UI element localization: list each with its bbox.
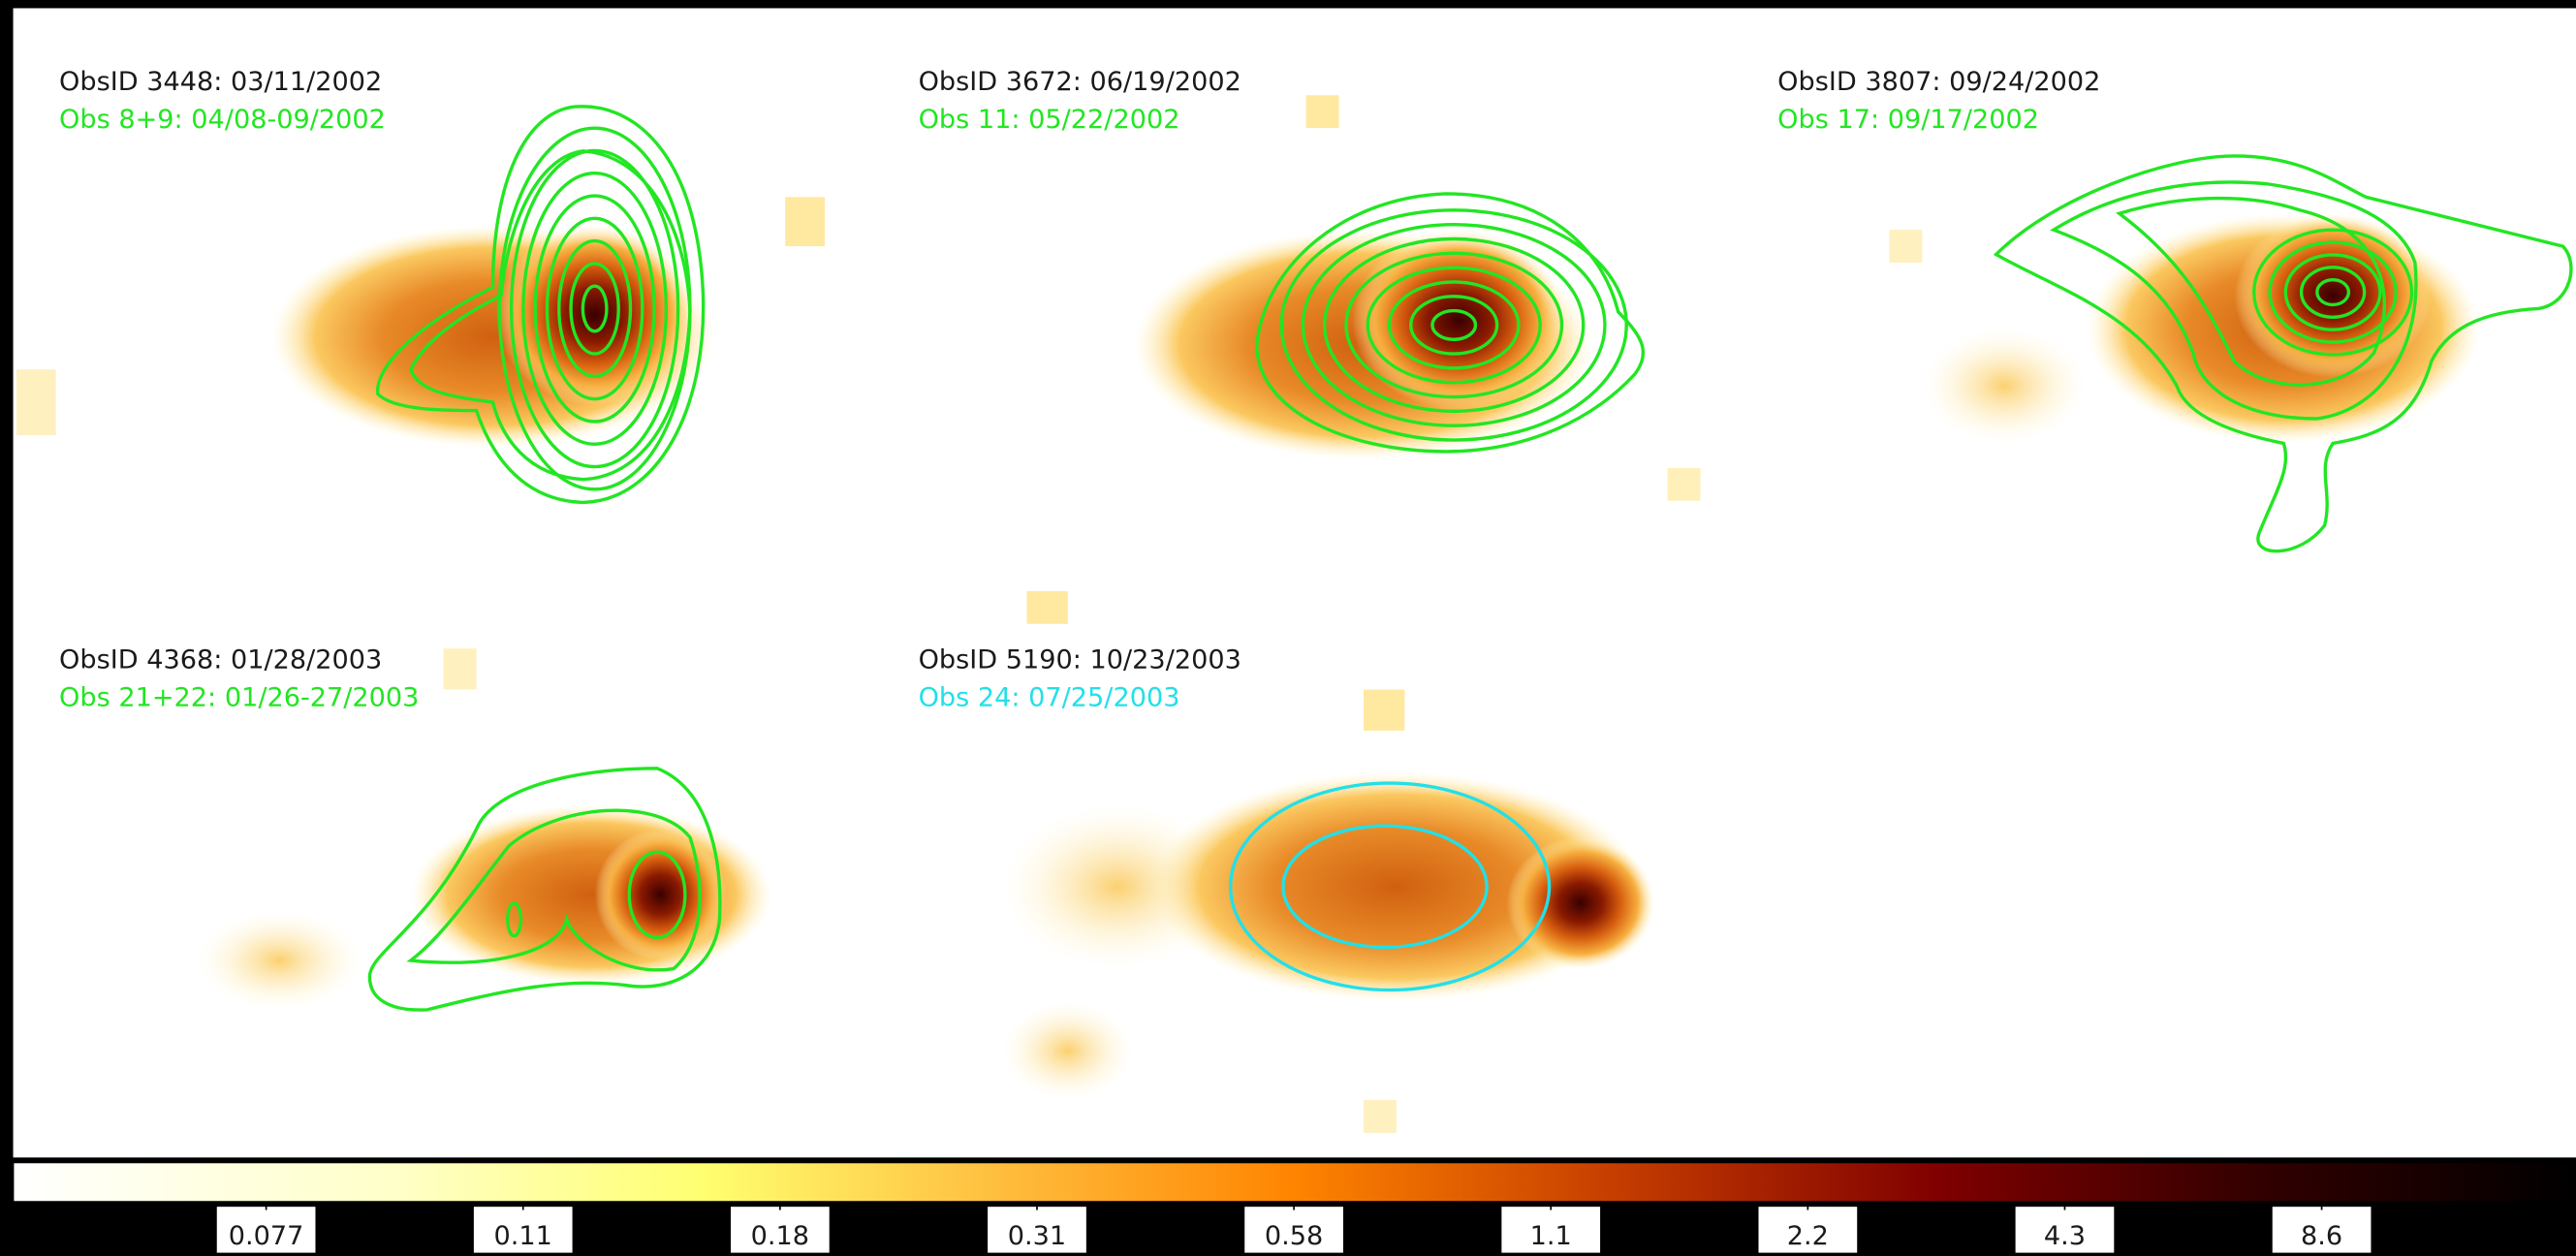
- contour-set: [1255, 192, 1646, 454]
- overlay-label: Obs 21+22: 01/26-27/2003: [59, 682, 419, 712]
- colorbar-tick-label-bg: [1501, 1207, 1601, 1253]
- contour: [1366, 266, 1542, 385]
- contour: [2252, 228, 2414, 357]
- contour: [1323, 236, 1586, 414]
- image-emission: [16, 95, 2481, 1133]
- contour: [1281, 824, 1489, 950]
- contour: [2315, 277, 2351, 307]
- contour: [627, 850, 687, 940]
- overlay-label: Obs 11: 05/22/2002: [919, 105, 1180, 135]
- overlay-label: Obs 8+9: 04/08-09/2002: [59, 105, 386, 135]
- contour: [1409, 295, 1499, 356]
- colorbar-tick-label-bg: [1244, 1207, 1343, 1253]
- colorbar: [12, 1161, 2576, 1203]
- observation-label: ObsID 4368: 01/28/2003: [59, 645, 382, 675]
- contour: [2299, 266, 2367, 319]
- colorbar-tick-label: 0.077: [229, 1221, 304, 1251]
- colorbar-tick-label: 0.18: [751, 1221, 809, 1251]
- contour: [1301, 222, 1607, 427]
- contour: [581, 284, 609, 333]
- colorbar-tick-label-bg: [988, 1207, 1086, 1253]
- colorbar-tick-label-bg: [2015, 1207, 2115, 1253]
- contour: [1255, 192, 1646, 454]
- contour: [497, 126, 692, 491]
- contour: [569, 262, 620, 356]
- contour-set: [376, 105, 706, 505]
- observation-label: ObsID 3672: 06/19/2002: [919, 67, 1241, 97]
- contour: [533, 194, 656, 424]
- observation-label: ObsID 3807: 09/24/2002: [1777, 67, 2100, 97]
- observation-label: ObsID 3448: 03/11/2002: [59, 67, 382, 97]
- colorbar-tick-label: 0.11: [494, 1221, 552, 1251]
- contour-set: [367, 767, 722, 1012]
- colorbar-tick-label-bg: [216, 1207, 316, 1253]
- contour: [1344, 251, 1564, 399]
- contour: [545, 216, 644, 401]
- contour: [2268, 240, 2398, 344]
- colorbar-tick-label: 4.3: [2044, 1221, 2086, 1251]
- contour: [521, 172, 669, 446]
- contour: [367, 767, 722, 1012]
- overlay-label: Obs 17: 09/17/2002: [1777, 105, 2039, 135]
- contour: [2116, 196, 2387, 387]
- contour: [2283, 253, 2382, 331]
- contour: [1430, 308, 1478, 341]
- colorbar-tick-label-bg: [731, 1207, 830, 1253]
- colorbar-tick-label: 1.1: [1530, 1221, 1572, 1251]
- contour: [1387, 280, 1521, 370]
- contour: [509, 148, 680, 469]
- colorbar-tick-label: 0.31: [1008, 1221, 1066, 1251]
- contour-set: [1993, 154, 2573, 553]
- contour: [506, 901, 523, 938]
- contour: [2050, 180, 2418, 421]
- colorbar-tick-label-bg: [473, 1207, 573, 1253]
- overlay-label: Obs 24: 07/25/2003: [919, 682, 1180, 712]
- colorbar-tick-label: 2.2: [1787, 1221, 1829, 1251]
- contour: [376, 105, 706, 505]
- contour: [406, 808, 702, 972]
- observation-label: ObsID 5190: 10/23/2003: [919, 645, 1241, 675]
- colorbar-tick-label-bg: [1758, 1207, 1858, 1253]
- contour: [557, 238, 633, 379]
- contour: [1228, 781, 1552, 992]
- contour: [1993, 154, 2573, 553]
- colorbar-tick-label: 0.58: [1265, 1221, 1323, 1251]
- colorbar-tick-label-bg: [2272, 1207, 2372, 1253]
- colorbar-tick-label: 8.6: [2301, 1221, 2342, 1251]
- contour-set: [1228, 781, 1552, 992]
- contour: [1279, 208, 1628, 442]
